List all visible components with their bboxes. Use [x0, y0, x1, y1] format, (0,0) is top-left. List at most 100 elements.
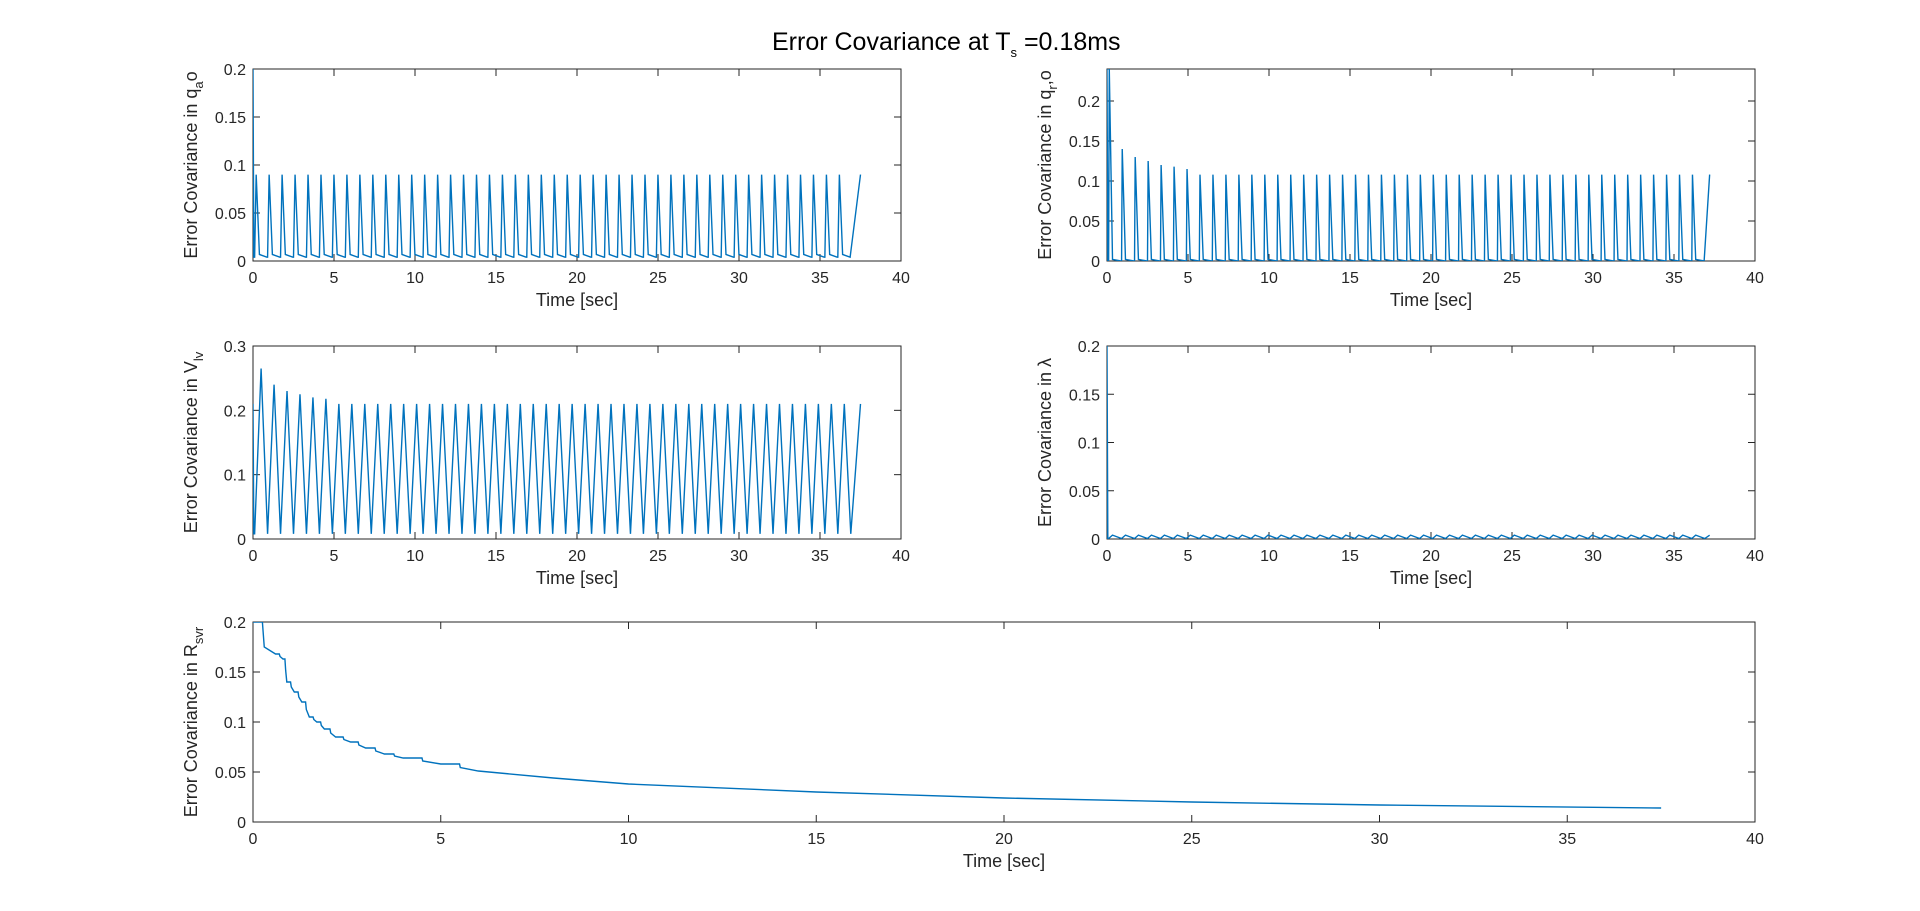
- x-tick-label: 25: [1503, 270, 1521, 287]
- y-axis-label-rest: o: [181, 71, 201, 81]
- y-axis-label-sub: svr: [191, 626, 206, 644]
- y-axis-label-sub: a: [191, 81, 206, 89]
- subplot-3: 0 5 10 15 20 25 30 35 40 0 0.1 0.2 0.3 Time [sec] Erro…: [181, 339, 910, 588]
- axes-box: [1106, 345, 1756, 540]
- x-tick-label: 40: [1746, 831, 1764, 848]
- axes-box: [1106, 68, 1756, 262]
- axes-box: [252, 68, 902, 262]
- series-line: [1107, 69, 1711, 261]
- y-tick-label: 0.2: [1078, 339, 1100, 356]
- y-tick-label: 0.15: [1069, 387, 1100, 404]
- y-tick-label: 0.05: [215, 765, 246, 782]
- x-tick-label: 30: [1371, 831, 1389, 848]
- x-tick-label: 10: [1260, 270, 1278, 287]
- x-tick-label: 20: [568, 548, 586, 565]
- x-tick-label: 30: [1584, 548, 1602, 565]
- x-tick-label: 25: [1503, 548, 1521, 565]
- x-tick-label: 20: [1422, 548, 1440, 565]
- x-tick-label: 10: [1260, 548, 1278, 565]
- x-tick-label: 5: [330, 270, 339, 287]
- x-tick-label: 40: [1746, 270, 1764, 287]
- x-tick-label: 0: [249, 270, 258, 287]
- x-tick-label: 15: [487, 548, 505, 565]
- y-tick-label: 0.15: [215, 110, 246, 127]
- x-tick-label: 30: [1584, 270, 1602, 287]
- y-axis-label-main: Error Covariance in λ: [1035, 358, 1055, 527]
- y-tick-label: 0.1: [224, 715, 246, 732]
- x-tick-label: 0: [1103, 548, 1112, 565]
- series-line: [1107, 346, 1711, 539]
- x-tick-label: 35: [1665, 270, 1683, 287]
- x-tick-label: 10: [406, 548, 424, 565]
- subplot-2: 0 5 10 15 20 25 30 35 40 0 0.05 0.1 0.15 0.2 Time [sec…: [1035, 68, 1764, 310]
- series-line: [253, 622, 1662, 809]
- x-tick-label: 15: [1341, 270, 1359, 287]
- y-axis-label-sub: lv: [191, 351, 206, 361]
- x-tick-label: 35: [1665, 548, 1683, 565]
- y-axis-label: Error Covariance in Vlv: [181, 351, 206, 533]
- figure-title-sub: s: [1011, 45, 1018, 60]
- y-tick-label: 0.05: [1069, 214, 1100, 231]
- x-tick-label: 40: [892, 548, 910, 565]
- x-tick-label: 15: [807, 831, 825, 848]
- x-tick-label: 20: [1422, 270, 1440, 287]
- y-axis-label-sub: r: [1045, 85, 1060, 90]
- x-tick-label: 0: [249, 831, 258, 848]
- x-tick-label: 30: [730, 270, 748, 287]
- x-tick-label: 10: [406, 270, 424, 287]
- x-tick-label: 5: [330, 548, 339, 565]
- x-tick-label: 40: [1746, 548, 1764, 565]
- y-tick-label: 0.1: [224, 468, 246, 485]
- y-axis-label-main: Error Covariance in R: [181, 644, 201, 817]
- y-tick-label: 0.2: [1078, 94, 1100, 111]
- figure-title-main: Error Covariance at T: [772, 28, 1011, 56]
- y-tick-label: 0.05: [1069, 484, 1100, 501]
- x-tick-label: 35: [811, 270, 829, 287]
- y-axis-label: Error Covariance in qr,o: [1035, 70, 1060, 259]
- x-tick-label: 20: [568, 270, 586, 287]
- x-tick-label: 35: [811, 548, 829, 565]
- axes-box: [252, 621, 1756, 823]
- subplot-5: 0 5 10 15 20 25 30 35 40 0 0.05 0.1 0.15 0.2 Time [sec…: [181, 615, 1764, 871]
- y-tick-label: 0.15: [1069, 134, 1100, 151]
- y-axis-label-main: Error Covariance in q: [181, 89, 201, 259]
- x-tick-label: 25: [649, 270, 667, 287]
- y-axis-label: Error Covariance in Rsvr: [181, 626, 206, 817]
- y-tick-label: 0.05: [215, 206, 246, 223]
- x-tick-label: 10: [620, 831, 638, 848]
- x-tick-label: 25: [1183, 831, 1201, 848]
- y-axis-label-rest: ,o: [1035, 70, 1055, 85]
- y-tick-label: 0.3: [224, 339, 246, 356]
- x-tick-label: 20: [995, 831, 1013, 848]
- y-tick-label: 0.2: [224, 403, 246, 420]
- series-line: [253, 368, 862, 535]
- y-axis-label-main: Error Covariance in V: [181, 361, 201, 533]
- x-tick-label: 15: [1341, 548, 1359, 565]
- y-tick-label: 0.2: [224, 615, 246, 632]
- subplot-4: 0 5 10 15 20 25 30 35 40 0 0.05 0.1 0.15 0.2 Time [sec…: [1035, 339, 1764, 588]
- y-tick-label: 0.15: [215, 665, 246, 682]
- y-axis-label-main: Error Covariance in q: [1035, 90, 1055, 260]
- x-tick-label: 25: [649, 548, 667, 565]
- x-tick-label: 5: [436, 831, 445, 848]
- x-tick-label: 5: [1184, 548, 1193, 565]
- x-tick-label: 40: [892, 270, 910, 287]
- y-tick-label: 0: [237, 254, 246, 271]
- x-axis-label: Time [sec]: [963, 851, 1045, 871]
- x-axis-label: Time [sec]: [1390, 568, 1472, 588]
- y-tick-label: 0: [237, 815, 246, 832]
- x-tick-label: 5: [1184, 270, 1193, 287]
- y-tick-label: 0.1: [224, 158, 246, 175]
- x-tick-label: 0: [1103, 270, 1112, 287]
- y-tick-label: 0: [237, 532, 246, 549]
- y-axis-label: Error Covariance in λ: [1035, 358, 1055, 527]
- y-axis-label: Error Covariance in qao: [181, 71, 206, 258]
- x-tick-label: 35: [1558, 831, 1576, 848]
- figure-title-rest: =0.18ms: [1017, 28, 1121, 56]
- y-tick-label: 0: [1091, 254, 1100, 271]
- subplot-1: 0 5 10 15 20 25 30 35 40 0 0.05 0.1 0.15 0.2 Time [sec…: [181, 62, 910, 310]
- y-tick-label: 0.1: [1078, 436, 1100, 453]
- series-line: [253, 69, 862, 259]
